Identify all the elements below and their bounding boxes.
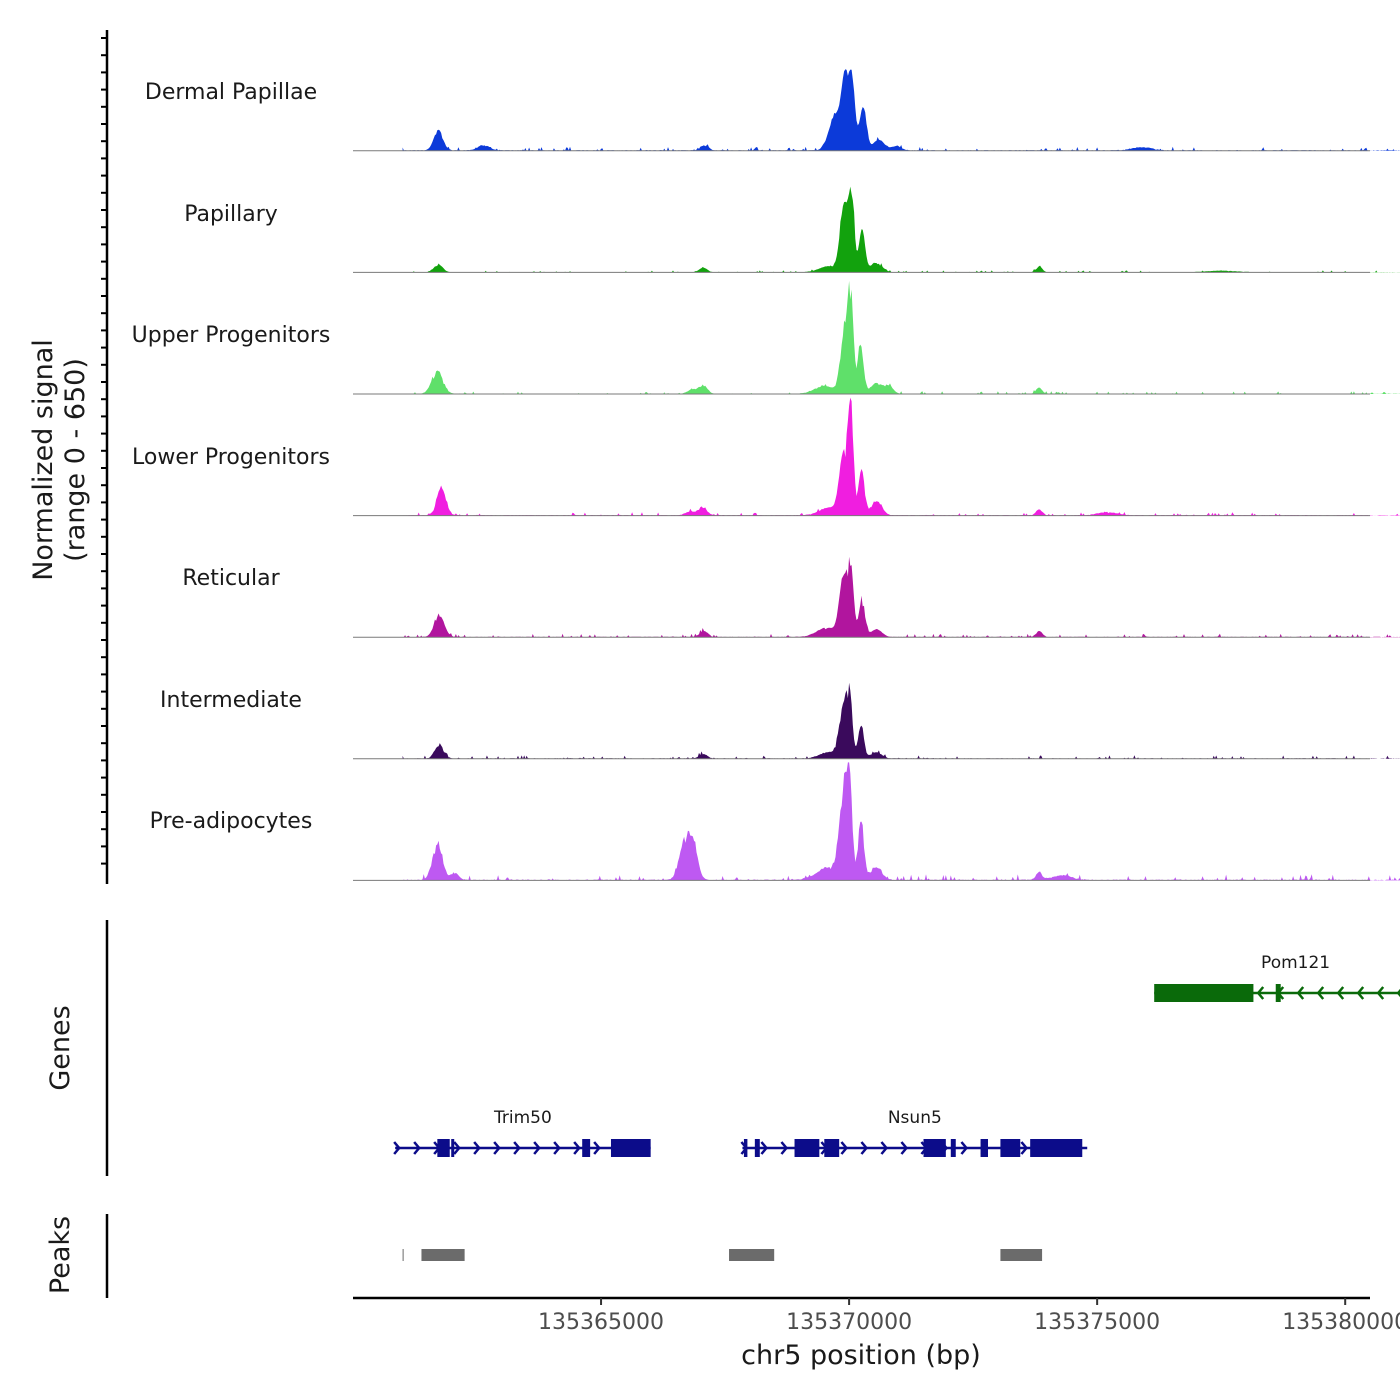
strand-arrow (760, 1141, 769, 1155)
strand-arrow (393, 1141, 401, 1155)
exon (923, 1139, 946, 1157)
coverage-track (353, 397, 1400, 517)
gene-label: Trim50 (493, 1108, 552, 1128)
coverage-area (402, 280, 1400, 394)
peaks-track (402, 1249, 1043, 1261)
coverage-track (353, 280, 1400, 395)
coverage-area (402, 762, 1400, 881)
peaks-track-title: Peaks (45, 1216, 76, 1294)
x-tick-label: 135370000 (786, 1310, 912, 1335)
exon (1275, 984, 1281, 1002)
strand-arrow (780, 1141, 789, 1155)
coverage-axis-ticks (101, 37, 107, 865)
gene-label: Nsun5 (888, 1108, 942, 1128)
strand-arrow (593, 1141, 601, 1155)
strand-arrow (1256, 986, 1265, 1000)
x-axis-title: chr5 position (bp) (741, 1340, 981, 1371)
exon (950, 1139, 956, 1157)
track-label: Pre-adipocytes (150, 809, 313, 834)
exon (1000, 1139, 1021, 1157)
track-label: Papillary (184, 202, 278, 227)
y-axis-range: (range 0 - 650) (60, 358, 91, 562)
track-label: Upper Progenitors (132, 323, 331, 348)
strand-arrow (1316, 986, 1325, 1000)
exon (437, 1139, 450, 1157)
coverage-area (402, 682, 1400, 759)
strand-arrow (1376, 986, 1385, 1000)
track-label: Dermal Papillae (145, 80, 317, 105)
exon (1154, 984, 1254, 1002)
gene-model: Trim50 (393, 1108, 651, 1157)
strand-arrow (493, 1141, 501, 1155)
coverage-track (353, 762, 1400, 881)
exon (743, 1139, 748, 1157)
exon (794, 1139, 820, 1157)
track-label: Intermediate (160, 688, 302, 713)
y-axis-title: Normalized signal (28, 339, 59, 581)
strand-arrow (860, 1141, 869, 1155)
exon (1030, 1139, 1083, 1157)
gene-model: Pom121 (1154, 953, 1400, 1002)
strand-arrow (473, 1141, 481, 1155)
strand-arrow (960, 1141, 969, 1155)
exon (451, 1139, 455, 1157)
genes-track-title: Genes (45, 1005, 76, 1090)
gene-label: Pom121 (1261, 953, 1330, 973)
exon (754, 1139, 760, 1157)
track-labels: Dermal Papillae Papillary Upper Progenit… (132, 80, 331, 834)
exon (980, 1139, 989, 1157)
coverage-track (353, 186, 1400, 273)
strand-arrow (573, 1141, 581, 1155)
strand-arrow (413, 1141, 421, 1155)
gene-model: Nsun5 (740, 1108, 1088, 1157)
peak-region (421, 1249, 465, 1261)
strand-arrow (900, 1141, 909, 1155)
strand-arrow (1336, 986, 1345, 1000)
coverage-area (402, 397, 1400, 516)
peak-region (729, 1249, 775, 1261)
strand-arrow (840, 1141, 849, 1155)
strand-arrow (1396, 988, 1400, 998)
coverage-area (402, 186, 1400, 273)
coverage-area (402, 69, 1400, 151)
strand-arrow (1020, 1141, 1029, 1155)
strand-arrow (513, 1141, 521, 1155)
track-label: Reticular (182, 566, 280, 591)
coverage-track (353, 682, 1400, 760)
coverage-track (353, 69, 1400, 152)
x-axis-ticks: 135365000 135370000 135375000 135380000 (538, 1298, 1400, 1335)
exon (824, 1139, 840, 1157)
strand-arrow (453, 1141, 461, 1155)
track-label: Lower Progenitors (132, 445, 330, 470)
exon (582, 1139, 591, 1157)
strand-arrow (1356, 986, 1365, 1000)
peak-region (1000, 1249, 1043, 1261)
x-tick-label: 135380000 (1282, 1310, 1400, 1335)
coverage-tracks (353, 69, 1400, 881)
strand-arrow (1296, 986, 1305, 1000)
x-tick-label: 135375000 (1034, 1310, 1160, 1335)
gene-track: Trim50 Nsun5 Pom121 (393, 953, 1400, 1157)
exon (610, 1139, 651, 1157)
strand-arrow (880, 1141, 889, 1155)
strand-arrow (553, 1141, 561, 1155)
peak-region (402, 1249, 404, 1261)
strand-arrow (533, 1141, 541, 1155)
coverage-area (402, 556, 1400, 638)
x-tick-label: 135365000 (538, 1310, 664, 1335)
coverage-track (353, 556, 1400, 638)
